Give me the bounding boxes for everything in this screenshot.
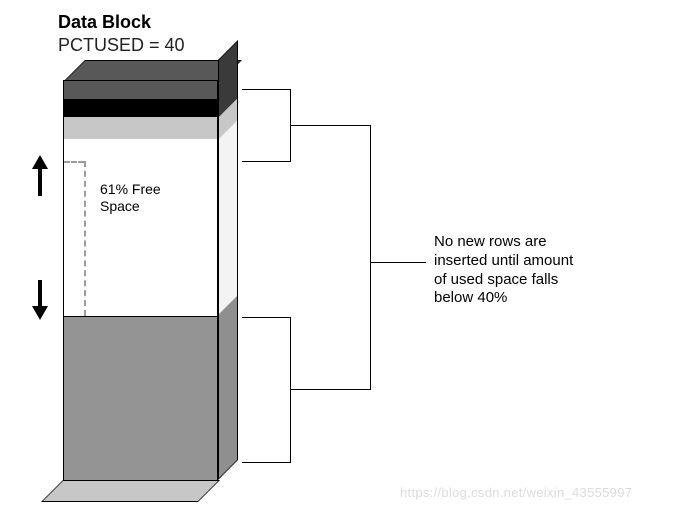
free-space-label: 61% Free Space xyxy=(100,181,161,215)
title-sub: PCTUSED = 40 xyxy=(58,35,185,56)
stripe-header-black xyxy=(64,99,217,117)
diagram-title-block: Data Block PCTUSED = 40 xyxy=(58,12,185,56)
arrow-down-shaft xyxy=(38,280,42,308)
data-block-3d: 61% Free Space xyxy=(63,80,238,500)
bracket-bot-conn xyxy=(290,389,370,390)
dashed-depth-h xyxy=(64,161,84,163)
bracket-bot-v xyxy=(290,317,291,463)
block-side-outline xyxy=(218,40,238,480)
used-space-area xyxy=(64,316,217,481)
arrow-up-head xyxy=(32,155,48,169)
bracket-top-conn xyxy=(290,125,370,126)
title-main: Data Block xyxy=(58,12,185,33)
bracket-top-h2 xyxy=(242,161,290,162)
arrow-down-head xyxy=(32,306,48,320)
arrow-up-shaft xyxy=(38,168,42,196)
bracket-bot-h2 xyxy=(242,462,290,463)
bracket-bot-h1 xyxy=(242,317,290,318)
stripe-header-white xyxy=(64,139,217,162)
dashed-depth-line xyxy=(84,161,86,316)
bracket-join-v xyxy=(370,125,371,390)
stripe-header-light xyxy=(64,117,217,139)
block-top-face xyxy=(63,60,242,82)
block-front-face: 61% Free Space xyxy=(63,80,218,480)
bracket-to-text xyxy=(370,262,426,263)
description-text: No new rows are inserted until amount of… xyxy=(434,233,573,308)
bracket-top-h1 xyxy=(242,89,290,90)
stripe-header-dark xyxy=(64,81,217,99)
block-bottom-face xyxy=(41,480,220,502)
watermark-text: https://blog.csdn.net/weixin_43555997 xyxy=(400,485,632,500)
